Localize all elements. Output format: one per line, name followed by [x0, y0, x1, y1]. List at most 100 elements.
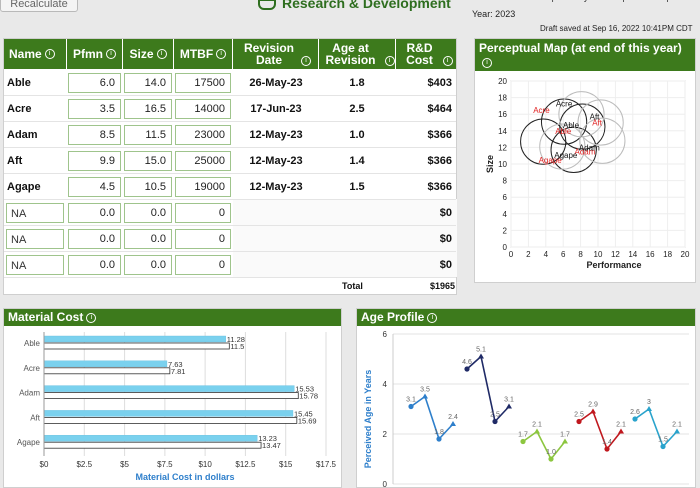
age-point-marker [534, 428, 540, 434]
info-icon[interactable]: i [86, 312, 97, 323]
product-name-cell[interactable]: NA [6, 229, 64, 249]
cost-value-label: 13.23 [258, 434, 277, 443]
age-point-marker [618, 428, 624, 434]
table-row: NA 0.0 0.0 0 $0 [4, 200, 456, 226]
info-icon[interactable]: i [384, 55, 395, 66]
size-input[interactable]: 0.0 [124, 203, 172, 223]
category-label: Agape [17, 438, 41, 447]
info-icon[interactable]: i [106, 49, 116, 59]
age-point-marker [464, 366, 470, 372]
recalculate-button[interactable]: Recalculate [0, 0, 78, 12]
mtbf-input[interactable]: 23000 [175, 125, 231, 145]
col-header-age-text: Age at Revision [325, 41, 376, 67]
info-icon[interactable]: i [216, 49, 227, 59]
y-tick-label: 16 [498, 110, 507, 119]
cost-value-label: 15.78 [299, 392, 318, 401]
table-row: Agape 4.5 10.5 19000 12-May-23 1.5 $366 [4, 174, 456, 200]
age-profile-title: Age Profile i [357, 309, 695, 326]
age-at-revision-cell: 1.5 [349, 181, 365, 193]
y-axis-label: Size [485, 155, 495, 173]
age-line-segment [550, 441, 566, 460]
pfmn-input[interactable]: 6.0 [68, 73, 121, 93]
page-title-text: Research & Development [282, 0, 451, 11]
mtbf-input[interactable]: 25000 [175, 151, 231, 171]
mtbf-input[interactable]: 14000 [175, 99, 231, 119]
product-name-cell[interactable]: NA [6, 203, 64, 223]
mtbf-input[interactable]: 0 [175, 203, 231, 223]
info-icon[interactable]: i [482, 57, 492, 68]
age-at-revision-cell: 1.8 [349, 77, 365, 89]
pfmn-input[interactable]: 0.0 [68, 229, 121, 249]
x-tick-label: $10 [198, 460, 212, 469]
age-point-label: 2.5 [490, 412, 500, 419]
age-point-marker [562, 438, 568, 444]
segment-circle [577, 99, 624, 146]
col-header-name: Name i [4, 39, 66, 69]
pfmn-input[interactable]: 0.0 [68, 255, 121, 275]
x-tick-label: 16 [646, 250, 655, 259]
mtbf-input[interactable]: 19000 [175, 177, 231, 197]
age-line-segment [662, 430, 678, 448]
product-point-label: Aft [592, 119, 603, 128]
cost-bar [43, 417, 298, 424]
y-tick-label: 8 [503, 177, 508, 186]
research-logo-icon [258, 0, 276, 10]
pfmn-input[interactable]: 0.0 [68, 203, 121, 223]
size-input[interactable]: 0.0 [124, 255, 172, 275]
age-profile-title-text: Age Profile [361, 310, 425, 324]
size-input[interactable]: 15.0 [124, 151, 172, 171]
age-point-label: 1.7 [518, 432, 528, 439]
product-point-label: Adam [574, 148, 595, 157]
info-icon[interactable]: i [301, 55, 311, 66]
x-tick-label: 2 [526, 250, 531, 259]
age-at-revision-cell [320, 255, 394, 275]
age-point-marker [422, 393, 428, 399]
age-point-marker [660, 443, 666, 450]
page-title: Research & Development [258, 0, 451, 11]
size-input[interactable]: 11.5 [124, 125, 172, 145]
col-header-pfmn: Pfmn i [67, 39, 122, 69]
col-header-age-wrap: Age at Revision i [320, 42, 395, 66]
info-icon[interactable]: i [427, 312, 438, 323]
mtbf-input[interactable]: 0 [175, 255, 231, 275]
product-rd-table: Name i Pfmn i Size i MTBF i Revision Date i A… [3, 38, 457, 295]
col-header-rd-cost-text: R&D Cost [406, 41, 433, 67]
clipped-header-line: Teammate: ............ | Industry ID: ..… [472, 0, 700, 3]
product-name-cell[interactable]: NA [6, 255, 64, 275]
x-tick-label: 10 [594, 250, 603, 259]
size-input[interactable]: 16.5 [124, 99, 172, 119]
product-name-cell: Aft [7, 155, 23, 167]
y-tick-label: 10 [498, 160, 507, 169]
size-input[interactable]: 14.0 [124, 73, 172, 93]
rd-cost-cell: $0 [439, 207, 452, 219]
pfmn-input[interactable]: 8.5 [68, 125, 121, 145]
info-icon[interactable]: i [156, 49, 167, 59]
y-tick-label: 20 [498, 77, 507, 86]
segment-circle [558, 91, 605, 138]
info-icon[interactable]: i [44, 49, 55, 59]
age-point-label: 2.9 [588, 402, 598, 409]
size-input[interactable]: 10.5 [124, 177, 172, 197]
age-point-label: 1.4 [602, 439, 612, 446]
pfmn-input[interactable]: 3.5 [68, 99, 121, 119]
col-header-mtbf-text: MTBF [179, 47, 214, 61]
pfmn-input[interactable]: 9.9 [68, 151, 121, 171]
cost-value-label: 7.63 [168, 360, 183, 369]
y-axis-label: Perceived Age in Years [363, 370, 373, 469]
col-header-mtbf: MTBF i [174, 39, 232, 69]
rd-cost-cell: $366 [427, 155, 452, 167]
x-tick-label: $15 [279, 460, 293, 469]
revision-date-cell [234, 203, 318, 223]
age-point-marker [450, 421, 456, 426]
product-point-label: Able [555, 127, 572, 136]
mtbf-input[interactable]: 0 [175, 229, 231, 249]
pfmn-input[interactable]: 4.5 [68, 177, 121, 197]
perceptual-map-title: Perceptual Map (at end of this year) i [475, 39, 695, 71]
age-point-label: 2.1 [616, 422, 626, 429]
cost-value-label: 15.53 [295, 385, 314, 394]
cost-bar [43, 360, 168, 367]
product-name-cell: Able [7, 77, 31, 89]
info-icon[interactable]: i [442, 55, 453, 66]
size-input[interactable]: 0.0 [124, 229, 172, 249]
mtbf-input[interactable]: 17500 [175, 73, 231, 93]
